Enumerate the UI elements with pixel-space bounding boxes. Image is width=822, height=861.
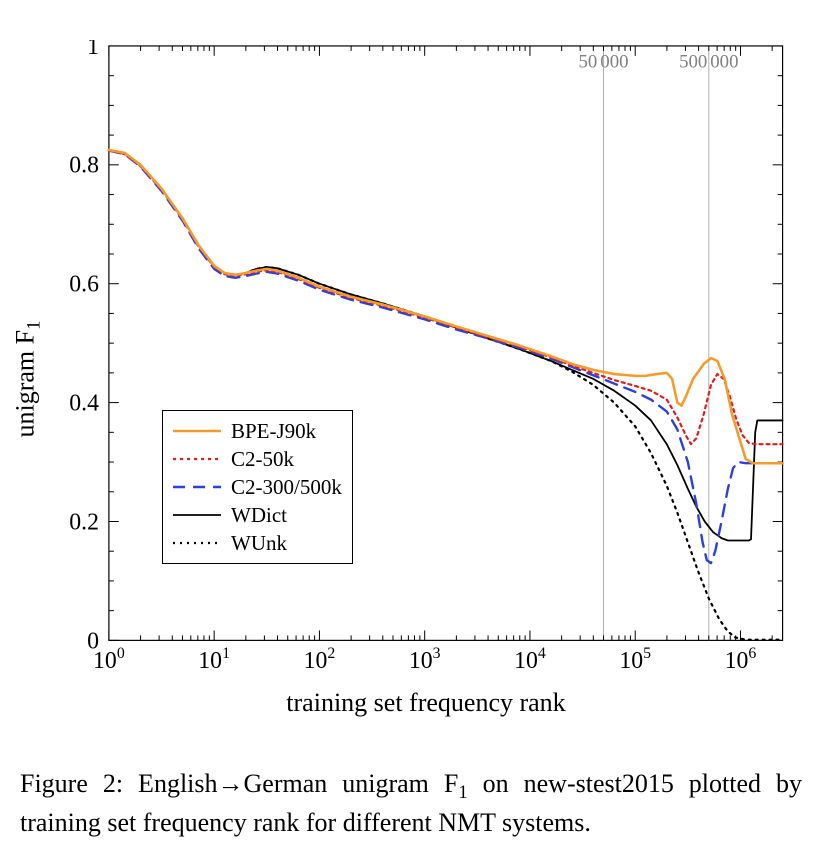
caption-b: German unigram F — [244, 769, 459, 798]
legend-item: C2-300/500k — [173, 473, 342, 501]
ylabel-sub: 1 — [24, 321, 45, 330]
legend-swatch — [173, 421, 221, 441]
x-axis-label: training set frequency rank — [50, 688, 802, 718]
figure-2: unigram F1 50000500000100101102103104105… — [20, 40, 802, 841]
svg-text:103: 103 — [409, 645, 441, 674]
legend-label: WDict — [231, 503, 287, 528]
caption-arrow: → — [218, 769, 244, 798]
chart-area: unigram F1 50000500000100101102103104105… — [50, 40, 802, 718]
svg-text:50000: 50000 — [579, 52, 629, 73]
y-axis-label: unigram F1 — [10, 321, 45, 438]
svg-text:0.4: 0.4 — [69, 391, 99, 417]
legend-item: BPE-J90k — [173, 417, 342, 445]
legend-label: C2-300/500k — [231, 475, 342, 500]
ylabel-text: unigram F — [10, 330, 39, 438]
svg-text:106: 106 — [725, 645, 757, 674]
svg-text:0.2: 0.2 — [69, 509, 99, 535]
legend-swatch — [173, 505, 221, 525]
svg-text:102: 102 — [304, 645, 336, 674]
caption-sub: 1 — [458, 782, 467, 803]
legend-swatch — [173, 449, 221, 469]
legend-item: WDict — [173, 501, 342, 529]
svg-text:0: 0 — [87, 628, 99, 654]
legend-label: C2-50k — [231, 447, 294, 472]
legend-swatch — [173, 477, 221, 497]
figure-caption: Figure 2: English→German unigram F1 on n… — [20, 766, 802, 841]
svg-text:104: 104 — [514, 645, 546, 674]
legend-item: C2-50k — [173, 445, 342, 473]
legend: BPE-J90k C2-50k C2-300/500k WDict WUnk — [162, 410, 353, 564]
svg-text:0.6: 0.6 — [69, 272, 99, 298]
svg-text:101: 101 — [198, 645, 230, 674]
legend-label: WUnk — [231, 531, 287, 556]
svg-text:105: 105 — [619, 645, 651, 674]
svg-text:0.8: 0.8 — [69, 153, 99, 179]
legend-item: WUnk — [173, 529, 342, 557]
svg-text:1: 1 — [87, 40, 99, 60]
legend-label: BPE-J90k — [231, 419, 316, 444]
caption-a: Figure 2: English — [20, 769, 218, 798]
line-chart-svg: 5000050000010010110210310410510600.20.40… — [50, 40, 786, 680]
legend-swatch — [173, 533, 221, 553]
